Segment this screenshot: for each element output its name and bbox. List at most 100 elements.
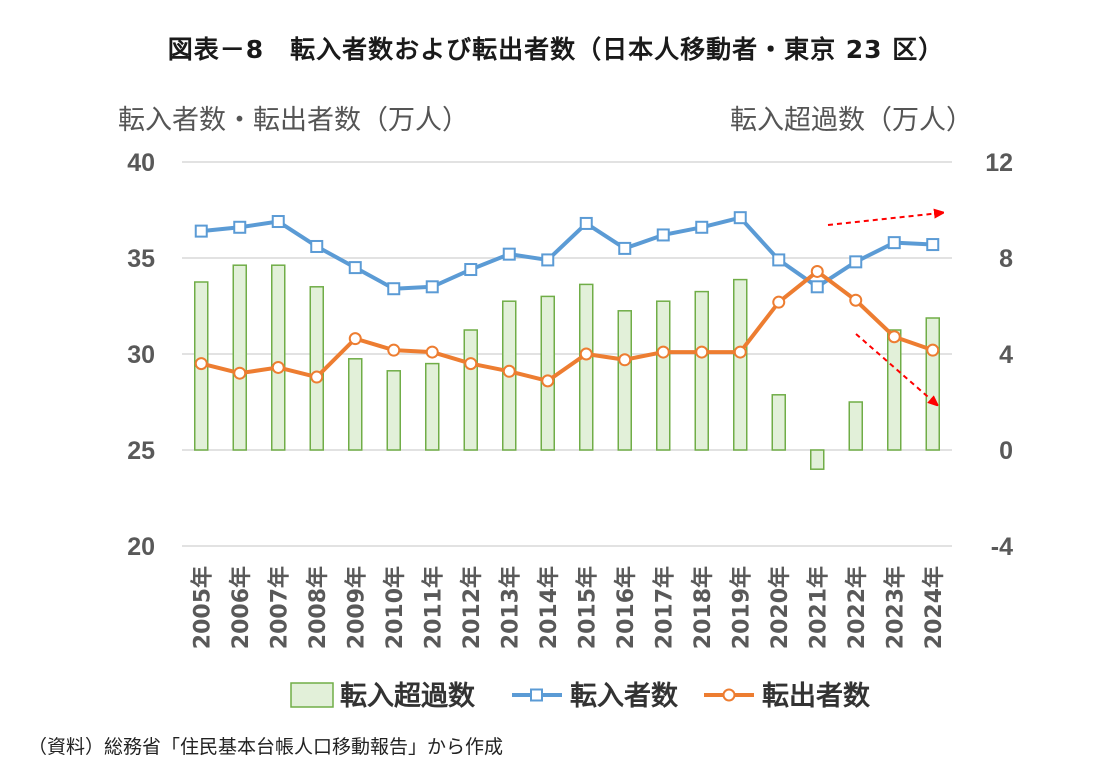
x-tick-label: 2010年 — [382, 566, 408, 649]
bar-excess — [309, 286, 324, 451]
bar-excess — [271, 264, 286, 451]
in-point — [194, 224, 208, 238]
out-point — [425, 345, 439, 359]
out-line — [200, 269, 934, 383]
in-point — [425, 280, 439, 294]
x-tick-label: 2005年 — [189, 566, 215, 649]
out-point — [772, 295, 786, 309]
x-tick-label: 2018年 — [690, 566, 716, 649]
right-tick-label: 0 — [999, 437, 1013, 465]
legend-in-marker — [530, 688, 543, 702]
out-point — [656, 345, 670, 359]
x-tick-label: 2022年 — [844, 566, 870, 649]
legend-out-label: 転出者数 — [762, 681, 871, 712]
x-tick-label: 2008年 — [305, 566, 331, 649]
in-point — [387, 282, 401, 296]
in-point — [849, 255, 863, 269]
bar-excess — [810, 449, 825, 470]
bar-excess — [232, 264, 247, 451]
x-tick-label: 2019年 — [728, 566, 754, 649]
out-point — [233, 366, 247, 380]
left-tick-label: 20 — [127, 533, 155, 561]
x-tick-label: 2006年 — [228, 566, 254, 649]
x-tick-label: 2014年 — [536, 566, 562, 649]
legend-bar-swatch — [290, 682, 334, 708]
out-point — [271, 360, 285, 374]
out-point — [695, 345, 709, 359]
x-tick-label: 2016年 — [613, 566, 639, 649]
bar-excess — [733, 278, 748, 451]
right-tick-label: -4 — [991, 533, 1013, 561]
x-tick-label: 2015年 — [574, 566, 600, 649]
legend-out-marker — [722, 688, 736, 702]
x-tick-label: 2012年 — [459, 566, 485, 649]
out-point — [194, 357, 208, 371]
in-point — [656, 228, 670, 242]
x-tick-label: 2009年 — [343, 566, 369, 649]
in-point — [810, 280, 824, 294]
right-tick-label: 8 — [999, 245, 1013, 273]
legend-in-label: 転入者数 — [570, 681, 679, 712]
out-point — [579, 347, 593, 361]
right-tick-label: 12 — [985, 149, 1013, 177]
out-point — [926, 343, 940, 357]
left-tick-label: 40 — [127, 149, 155, 177]
bar-excess — [925, 317, 940, 451]
in-point — [348, 261, 362, 275]
out-point — [387, 343, 401, 357]
bar-excess — [771, 394, 786, 451]
out-point — [348, 332, 362, 346]
left-axis-label: 転入者数・転出者数（万人） — [118, 105, 469, 136]
bar-excess — [848, 401, 863, 451]
in-trend-arrow — [827, 213, 940, 226]
x-tick-label: 2007年 — [266, 566, 292, 649]
x-tick-label: 2013年 — [497, 566, 523, 649]
out-point — [733, 345, 747, 359]
x-tick-label: 2020年 — [767, 566, 793, 649]
bar-excess — [348, 358, 363, 451]
bar-excess — [887, 329, 902, 451]
in-point — [695, 220, 709, 234]
in-point — [541, 253, 555, 267]
bar-excess — [425, 362, 440, 451]
in-point — [464, 263, 478, 277]
left-tick-label: 25 — [127, 437, 155, 465]
in-point — [887, 236, 901, 250]
bar-excess — [579, 283, 594, 451]
bar-excess — [617, 310, 632, 451]
right-axis-label: 転入超過数（万人） — [730, 105, 973, 136]
out-point — [464, 357, 478, 371]
out-point — [810, 264, 824, 278]
in-point — [233, 220, 247, 234]
in-point — [772, 253, 786, 267]
chart-title: 図表－8 転入者数および転出者数（日本人移動者・東京 23 区） — [167, 35, 945, 64]
bar-excess — [463, 329, 478, 451]
out-point — [310, 370, 324, 384]
out-point — [502, 364, 516, 378]
left-tick-label: 30 — [127, 341, 155, 369]
left-tick-label: 35 — [127, 245, 155, 273]
right-tick-label: 4 — [999, 341, 1013, 369]
in-point — [926, 238, 940, 252]
in-point — [618, 241, 632, 255]
bar-excess — [386, 370, 401, 451]
x-tick-label: 2024年 — [921, 566, 947, 649]
out-point — [849, 293, 863, 307]
bar-excess — [540, 295, 555, 451]
source-note: （資料）総務省「住民基本台帳人口移動報告」から作成 — [28, 736, 504, 758]
in-point — [733, 211, 747, 225]
out-point — [887, 330, 901, 344]
in-point — [271, 215, 285, 229]
x-tick-label: 2021年 — [805, 566, 831, 649]
in-point — [310, 239, 324, 253]
out-point — [541, 374, 555, 388]
legend-bar-label: 転入超過数 — [340, 681, 476, 712]
x-tick-label: 2011年 — [420, 566, 446, 649]
in-point — [579, 216, 593, 230]
out-point — [618, 353, 632, 367]
x-tick-label: 2023年 — [882, 566, 908, 649]
bar-excess — [694, 290, 709, 451]
bar-excess — [656, 300, 671, 451]
x-tick-label: 2017年 — [651, 566, 677, 649]
